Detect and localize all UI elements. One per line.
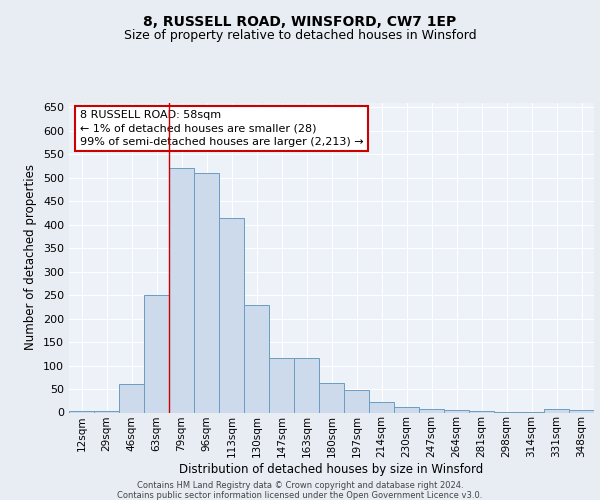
Bar: [194, 173, 219, 412]
Bar: [344, 390, 369, 412]
Bar: [544, 408, 569, 412]
Bar: [219, 218, 244, 412]
Y-axis label: Number of detached properties: Number of detached properties: [25, 164, 37, 350]
Bar: [169, 168, 194, 412]
Bar: [319, 383, 344, 412]
Bar: [69, 411, 94, 412]
Bar: [419, 408, 444, 412]
Bar: [469, 410, 494, 412]
Text: Size of property relative to detached houses in Winsford: Size of property relative to detached ho…: [124, 28, 476, 42]
Text: Contains HM Land Registry data © Crown copyright and database right 2024.: Contains HM Land Registry data © Crown c…: [137, 482, 463, 490]
Bar: [294, 358, 319, 412]
Text: 8, RUSSELL ROAD, WINSFORD, CW7 1EP: 8, RUSSELL ROAD, WINSFORD, CW7 1EP: [143, 16, 457, 30]
Bar: [119, 384, 144, 412]
Text: Contains public sector information licensed under the Open Government Licence v3: Contains public sector information licen…: [118, 490, 482, 500]
Bar: [144, 295, 169, 412]
Text: 8 RUSSELL ROAD: 58sqm
← 1% of detached houses are smaller (28)
99% of semi-detac: 8 RUSSELL ROAD: 58sqm ← 1% of detached h…: [79, 110, 363, 146]
Bar: [444, 410, 469, 412]
Bar: [94, 411, 119, 412]
Bar: [569, 410, 594, 412]
Bar: [369, 402, 394, 412]
Bar: [269, 358, 294, 412]
Bar: [394, 407, 419, 412]
Bar: [244, 306, 269, 412]
X-axis label: Distribution of detached houses by size in Winsford: Distribution of detached houses by size …: [179, 463, 484, 476]
